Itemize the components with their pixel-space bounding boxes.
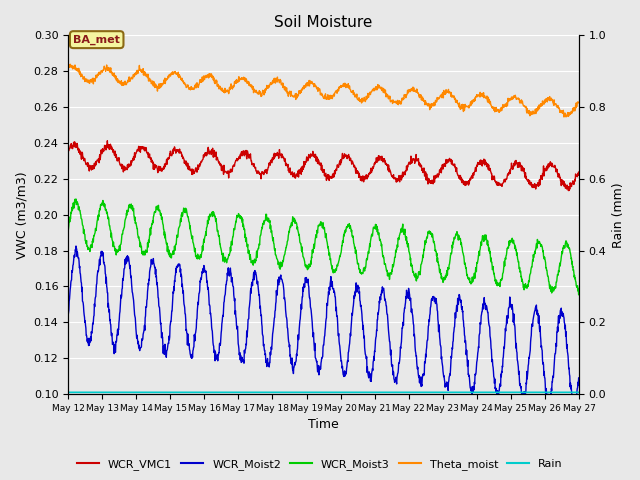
- Y-axis label: VWC (m3/m3): VWC (m3/m3): [15, 171, 28, 259]
- Y-axis label: Rain (mm): Rain (mm): [612, 182, 625, 248]
- X-axis label: Time: Time: [308, 419, 339, 432]
- Title: Soil Moisture: Soil Moisture: [275, 15, 372, 30]
- Legend: WCR_VMC1, WCR_Moist2, WCR_Moist3, Theta_moist, Rain: WCR_VMC1, WCR_Moist2, WCR_Moist3, Theta_…: [72, 455, 568, 474]
- Text: BA_met: BA_met: [73, 35, 120, 45]
